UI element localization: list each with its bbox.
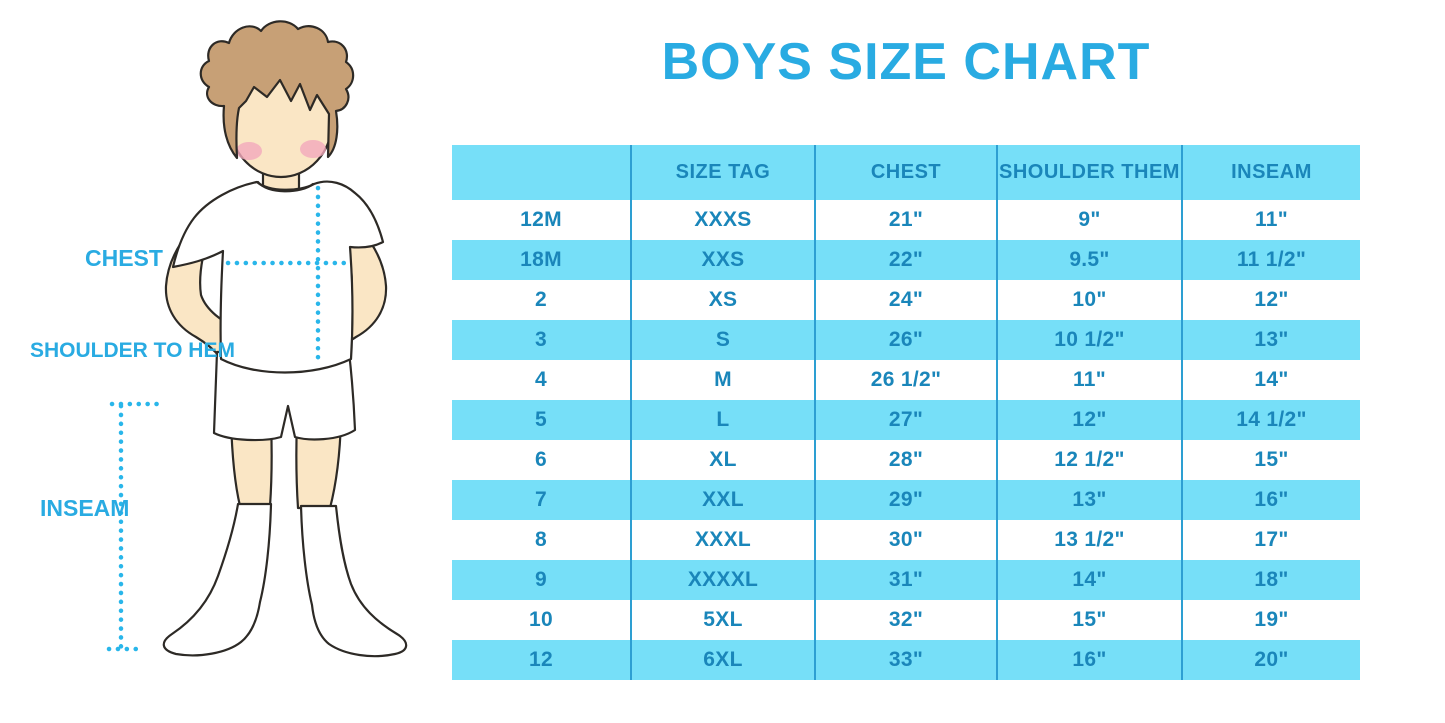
boy-collar-line <box>256 180 315 193</box>
table-cell: 19" <box>1181 600 1360 640</box>
table-cell: 13" <box>1181 320 1360 360</box>
header-cell-shoulder-them: SHOULDER THEM <box>996 145 1182 200</box>
table-cell: 24" <box>814 280 997 320</box>
table-cell: 10 1/2" <box>996 320 1182 360</box>
table-row: 7 XXL 29" 13" 16" <box>452 480 1360 520</box>
table-row: 3 S 26" 10 1/2" 13" <box>452 320 1360 360</box>
table-cell: 10" <box>996 280 1182 320</box>
table-row: 6 XL 28" 12 1/2" 15" <box>452 440 1360 480</box>
table-cell: 16" <box>996 640 1182 680</box>
table-cell: 20" <box>1181 640 1360 680</box>
table-row: 12 6XL 33" 16" 20" <box>452 640 1360 680</box>
table-cell: 12" <box>1181 280 1360 320</box>
size-chart-table: SIZE TAG CHEST SHOULDER THEM INSEAM 12M X… <box>452 145 1360 680</box>
table-cell: 32" <box>814 600 997 640</box>
table-cell: 3 <box>452 320 631 360</box>
table-cell: 9 <box>452 560 631 600</box>
table-cell: 13 1/2" <box>996 520 1182 560</box>
table-cell: XXS <box>630 240 815 280</box>
table-cell: 12 1/2" <box>996 440 1182 480</box>
boy-blush-left <box>236 142 262 160</box>
header-cell-inseam: INSEAM <box>1181 145 1360 200</box>
chest-label: CHEST <box>85 245 163 271</box>
boy-shirt <box>171 180 385 374</box>
header-cell-size-tag: SIZE TAG <box>630 145 815 200</box>
table-cell: 16" <box>1181 480 1360 520</box>
table-cell: 14" <box>1181 360 1360 400</box>
table-cell: XS <box>630 280 815 320</box>
table-cell: 11" <box>996 360 1182 400</box>
table-cell: 12M <box>452 200 631 240</box>
table-cell: 6XL <box>630 640 815 680</box>
table-row: 4 M 26 1/2" 11" 14" <box>452 360 1360 400</box>
table-cell: 11 1/2" <box>1181 240 1360 280</box>
table-cell: XXL <box>630 480 815 520</box>
table-cell: 26" <box>814 320 997 360</box>
table-cell: M <box>630 360 815 400</box>
table-row: 9 XXXXL 31" 14" 18" <box>452 560 1360 600</box>
table-cell: 12" <box>996 400 1182 440</box>
table-cell: 26 1/2" <box>814 360 997 400</box>
table-row: 18M XXS 22" 9.5" 11 1/2" <box>452 240 1360 280</box>
table-cell: 9" <box>996 200 1182 240</box>
table-row: 2 XS 24" 10" 12" <box>452 280 1360 320</box>
boy-right-sock <box>299 504 408 658</box>
table-cell: L <box>630 400 815 440</box>
table-cell: 22" <box>814 240 997 280</box>
table-row: 10 5XL 32" 15" 19" <box>452 600 1360 640</box>
table-cell: 29" <box>814 480 997 520</box>
boy-left-sock <box>162 502 273 657</box>
table-row: 12M XXXS 21" 9" 11" <box>452 200 1360 240</box>
table-cell: 13" <box>996 480 1182 520</box>
table-cell: XXXL <box>630 520 815 560</box>
table-cell: 5 <box>452 400 631 440</box>
table-cell: 21" <box>814 200 997 240</box>
table-cell: 15" <box>1181 440 1360 480</box>
table-cell: 33" <box>814 640 997 680</box>
shoulder-to-hem-label: SHOULDER TO HEM <box>30 339 235 362</box>
boy-hair <box>199 20 355 160</box>
table-cell: 30" <box>814 520 997 560</box>
table-cell: 4 <box>452 360 631 400</box>
table-cell: 18" <box>1181 560 1360 600</box>
table-cell: 18M <box>452 240 631 280</box>
table-cell: XXXXL <box>630 560 815 600</box>
table-row: 8 XXXL 30" 13 1/2" 17" <box>452 520 1360 560</box>
table-cell: 31" <box>814 560 997 600</box>
header-row: SIZE TAG CHEST SHOULDER THEM INSEAM <box>452 145 1360 200</box>
table-cell: 6 <box>452 440 631 480</box>
size-table-body: 12M XXXS 21" 9" 11" 18M XXS 22" 9.5" 11 1/2" 2 XS 24… <box>452 200 1360 680</box>
table-cell: 10 <box>452 600 631 640</box>
table-header: SIZE TAG CHEST SHOULDER THEM INSEAM <box>452 145 1360 200</box>
page-title: BOYS SIZE CHART <box>661 33 1151 91</box>
boy-illustration <box>106 20 408 658</box>
table-cell: 11" <box>1181 200 1360 240</box>
table-cell: 15" <box>996 600 1182 640</box>
table-cell: S <box>630 320 815 360</box>
table-cell: 7 <box>452 480 631 520</box>
table-cell: 17" <box>1181 520 1360 560</box>
table-cell: 27" <box>814 400 997 440</box>
table-cell: XXXS <box>630 200 815 240</box>
table-cell: 14 1/2" <box>1181 400 1360 440</box>
header-cell-chest: CHEST <box>814 145 997 200</box>
table-cell: 14" <box>996 560 1182 600</box>
inseam-label: INSEAM <box>40 495 130 521</box>
header-cell-size <box>452 145 631 200</box>
table-cell: 9.5" <box>996 240 1182 280</box>
table-cell: 12 <box>452 640 631 680</box>
boy-blush-right <box>300 140 326 158</box>
boy-shorts <box>212 350 357 442</box>
table-row: 5 L 27" 12" 14 1/2" <box>452 400 1360 440</box>
table-cell: 8 <box>452 520 631 560</box>
table-cell: 2 <box>452 280 631 320</box>
table-cell: 5XL <box>630 600 815 640</box>
table-cell: XL <box>630 440 815 480</box>
table-cell: 28" <box>814 440 997 480</box>
